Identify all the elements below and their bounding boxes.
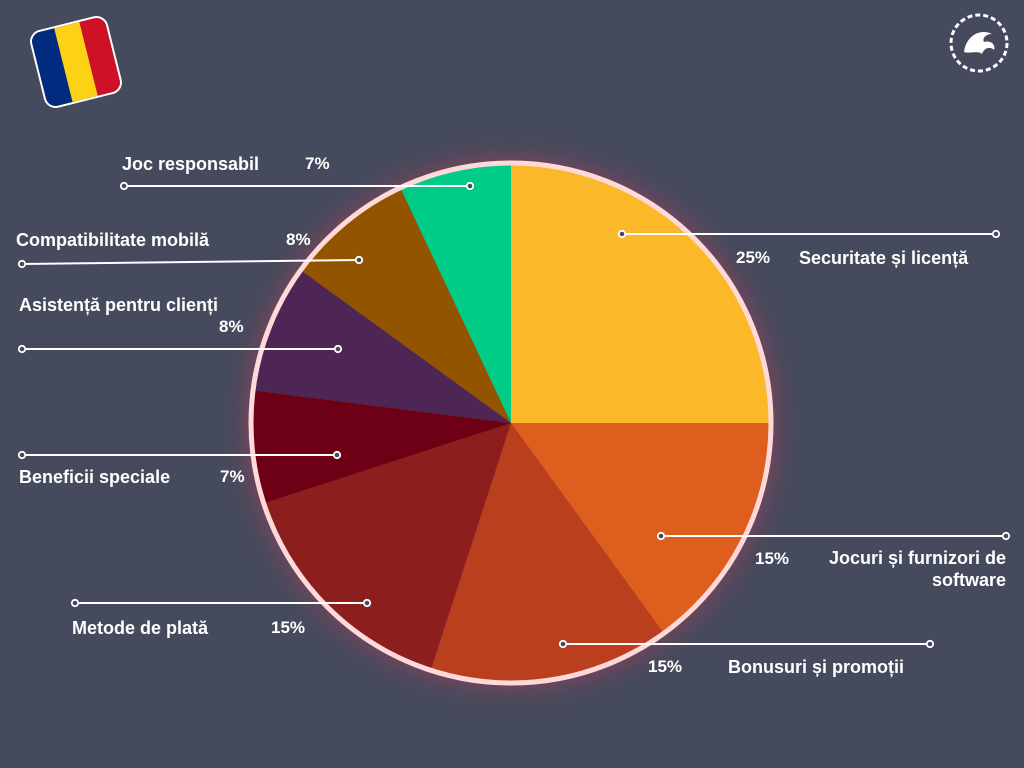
label-asistenta: Asistență pentru clienți bbox=[19, 295, 219, 315]
leader-dot-2-0 bbox=[558, 639, 568, 649]
leader-dot-7-0 bbox=[465, 181, 475, 191]
pct-securitate: 25% bbox=[736, 248, 771, 267]
leader-dot-6-1 bbox=[17, 259, 27, 269]
leader-dot-5-0 bbox=[333, 344, 343, 354]
leader-dot-6-0 bbox=[354, 255, 364, 265]
leader-dot-3-1 bbox=[70, 598, 80, 608]
pie-slice-1 bbox=[511, 423, 771, 634]
label-beneficii: Beneficii speciale bbox=[19, 467, 171, 487]
label-metode: Metode de plată bbox=[72, 618, 209, 638]
pie-slice-3 bbox=[263, 423, 511, 671]
leader-dot-4-1 bbox=[17, 450, 27, 460]
label-joc-responsabil: Joc responsabil bbox=[122, 154, 260, 174]
leader-dot-0-1 bbox=[991, 229, 1001, 239]
pct-beneficii: 7% bbox=[220, 467, 245, 486]
label-compatibilitate: Compatibilitate mobilă bbox=[16, 230, 210, 250]
pie-slice-0 bbox=[511, 163, 771, 423]
label-securitate: Securitate și licență bbox=[799, 248, 969, 268]
pie-slice-7 bbox=[400, 163, 511, 423]
leader-dot-5-1 bbox=[17, 344, 27, 354]
pct-joc-responsabil: 7% bbox=[305, 154, 330, 173]
leader-dot-0-0 bbox=[617, 229, 627, 239]
pie-slice-4 bbox=[251, 390, 511, 504]
dragon-icon bbox=[949, 13, 1009, 73]
pie-outline bbox=[248, 160, 774, 686]
pct-bonusuri: 15% bbox=[648, 657, 683, 676]
label-bonusuri: Bonusuri și promoții bbox=[728, 657, 905, 677]
leader-dot-4-0 bbox=[332, 450, 342, 460]
pct-compatibilitate: 8% bbox=[286, 230, 311, 249]
label-jocuri: Jocuri și furnizori de software bbox=[828, 548, 1006, 590]
pie-slice-5 bbox=[253, 270, 511, 423]
leader-dot-2-1 bbox=[925, 639, 935, 649]
leader-dot-3-0 bbox=[362, 598, 372, 608]
leader-dot-1-0 bbox=[656, 531, 666, 541]
leader-dot-1-1 bbox=[1001, 531, 1011, 541]
pie-slice-6 bbox=[300, 187, 511, 423]
pct-jocuri: 15% bbox=[755, 549, 790, 568]
pie-slice-2 bbox=[430, 423, 664, 683]
pct-metode: 15% bbox=[271, 618, 306, 637]
leader-dot-7-1 bbox=[119, 181, 129, 191]
leader-line-6 bbox=[21, 259, 360, 265]
pct-asistenta: 8% bbox=[219, 317, 244, 336]
